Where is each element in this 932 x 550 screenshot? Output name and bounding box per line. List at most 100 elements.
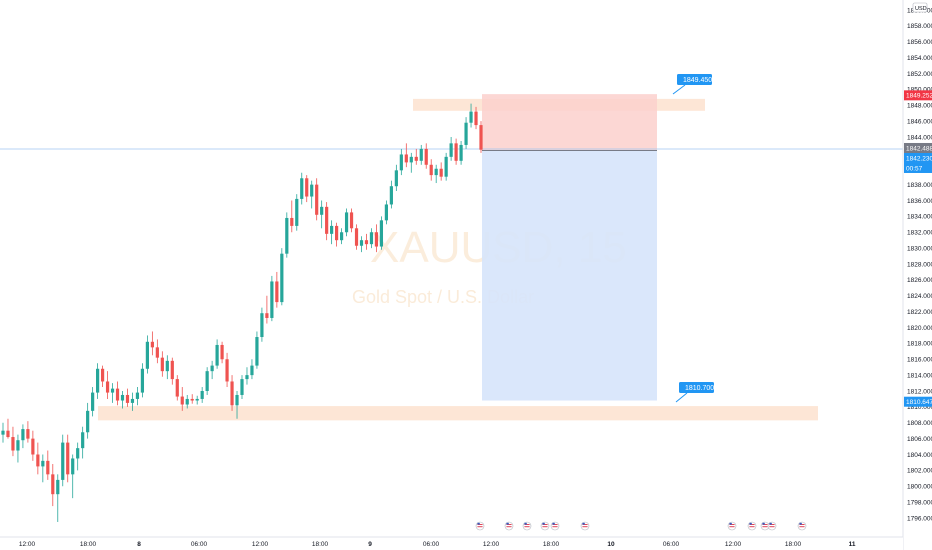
us-event-flag-icon[interactable]	[727, 521, 737, 531]
candle	[31, 430, 35, 461]
target-price-tag: 1849.252	[904, 90, 932, 101]
stop-loss-area[interactable]	[482, 94, 657, 151]
candle	[270, 275, 274, 322]
price-tick-label: 1796.000	[907, 515, 932, 522]
time-axis[interactable]: 12:00 18:00 8 06:00 12:00 18:00 9 06:00 12:00 18:…	[0, 536, 903, 550]
us-event-flag-icon[interactable]	[475, 521, 485, 531]
us-event-flag-icon[interactable]	[747, 521, 757, 531]
candle	[280, 248, 284, 306]
svg-text:1810.647: 1810.647	[906, 399, 932, 406]
candle	[155, 339, 159, 364]
price-tick-label: 1808.000	[907, 420, 932, 427]
upper-callout[interactable]: 1849.450	[672, 74, 712, 95]
price-tick-label: 1824.000	[907, 293, 932, 300]
candle	[120, 391, 125, 409]
currency-label: USD	[915, 6, 927, 12]
candle	[424, 143, 428, 169]
candle	[300, 172, 304, 205]
candle	[459, 140, 463, 165]
candle	[56, 474, 60, 522]
price-tick-label: 1822.000	[907, 309, 932, 316]
price-tick-label: 1820.000	[907, 325, 932, 332]
price-tick-label: 1800.000	[907, 484, 932, 491]
candle	[11, 426, 15, 457]
candle	[86, 402, 90, 439]
svg-text:00:57: 00:57	[906, 165, 923, 172]
candle	[384, 200, 388, 225]
time-tick-label: 18:00	[543, 541, 560, 548]
price-tick-label: 1854.000	[907, 55, 932, 62]
us-event-flag-icon[interactable]	[767, 521, 777, 531]
candle	[230, 375, 234, 411]
candle	[429, 159, 433, 181]
candle	[359, 236, 364, 253]
candle	[190, 394, 194, 404]
time-axis-ticks: 12:00 18:00 8 06:00 12:00 18:00 9 06:00 12:00 18:…	[19, 541, 856, 548]
price-tick-label: 1798.000	[907, 499, 932, 506]
price-tick-label: 1816.000	[907, 357, 932, 364]
candle	[81, 426, 85, 459]
candle	[205, 367, 209, 395]
candle	[315, 178, 319, 221]
us-event-flag-icon[interactable]	[540, 521, 550, 531]
candle	[439, 162, 443, 181]
current-price-tag: 1842.488	[904, 142, 932, 153]
candle	[434, 164, 438, 184]
candle	[474, 106, 478, 130]
us-event-flag-icon[interactable]	[504, 521, 514, 531]
candle	[200, 387, 204, 403]
lower-callout-label: 1810.700	[685, 385, 714, 392]
candle	[260, 307, 264, 342]
lower-callout[interactable]: 1810.700	[675, 382, 714, 403]
time-tick-label: 18:00	[312, 541, 329, 548]
price-tick-label: 1836.000	[907, 198, 932, 205]
us-event-flag-icon[interactable]	[580, 521, 590, 531]
candles	[1, 103, 483, 522]
price-tick-label: 1852.000	[907, 71, 932, 78]
candle	[135, 387, 140, 406]
candle	[180, 387, 184, 411]
price-tags: 1849.252 1842.488 1842.230 00:57 1810.647	[904, 90, 932, 407]
time-tick-label: 12:00	[483, 541, 500, 548]
support-zone[interactable]	[98, 406, 818, 421]
candle	[96, 363, 100, 399]
candle	[145, 335, 149, 374]
candle	[354, 224, 359, 250]
price-tick-label: 1846.000	[907, 118, 932, 125]
candle	[41, 454, 45, 483]
candle	[165, 355, 169, 380]
candle	[1, 422, 5, 443]
candle	[444, 152, 448, 181]
candle	[61, 434, 65, 487]
candle	[464, 117, 468, 149]
candle	[335, 222, 339, 247]
economic-events-row[interactable]	[475, 521, 807, 531]
us-event-flag-icon[interactable]	[760, 521, 770, 531]
take-profit-area[interactable]	[482, 150, 657, 401]
candle	[16, 434, 20, 463]
candle	[265, 295, 269, 324]
us-event-flag-icon[interactable]	[550, 521, 560, 531]
time-tick-label: 12:00	[19, 541, 36, 548]
candle	[399, 148, 403, 176]
us-event-flag-icon[interactable]	[522, 521, 532, 531]
price-tick-label: 1858.000	[907, 23, 932, 30]
price-tick-label: 1814.000	[907, 372, 932, 379]
us-event-flag-icon[interactable]	[797, 521, 807, 531]
short-position-tool[interactable]	[482, 94, 657, 401]
price-tick-label: 1826.000	[907, 277, 932, 284]
price-tick-label: 1810.000	[907, 404, 932, 411]
candle	[409, 152, 413, 173]
candle	[320, 200, 324, 229]
price-tick-label: 1804.000	[907, 452, 932, 459]
candle	[469, 103, 473, 128]
currency-badge[interactable]: USD	[912, 2, 928, 13]
candle	[479, 121, 483, 153]
candle	[130, 392, 135, 411]
price-axis[interactable]: 1860.0001858.0001856.0001854.0001852.000…	[902, 0, 932, 550]
price-tick-label: 1818.000	[907, 341, 932, 348]
price-callouts[interactable]: 1849.450 1810.700	[672, 74, 714, 403]
candle	[26, 421, 30, 443]
candle	[245, 367, 249, 385]
